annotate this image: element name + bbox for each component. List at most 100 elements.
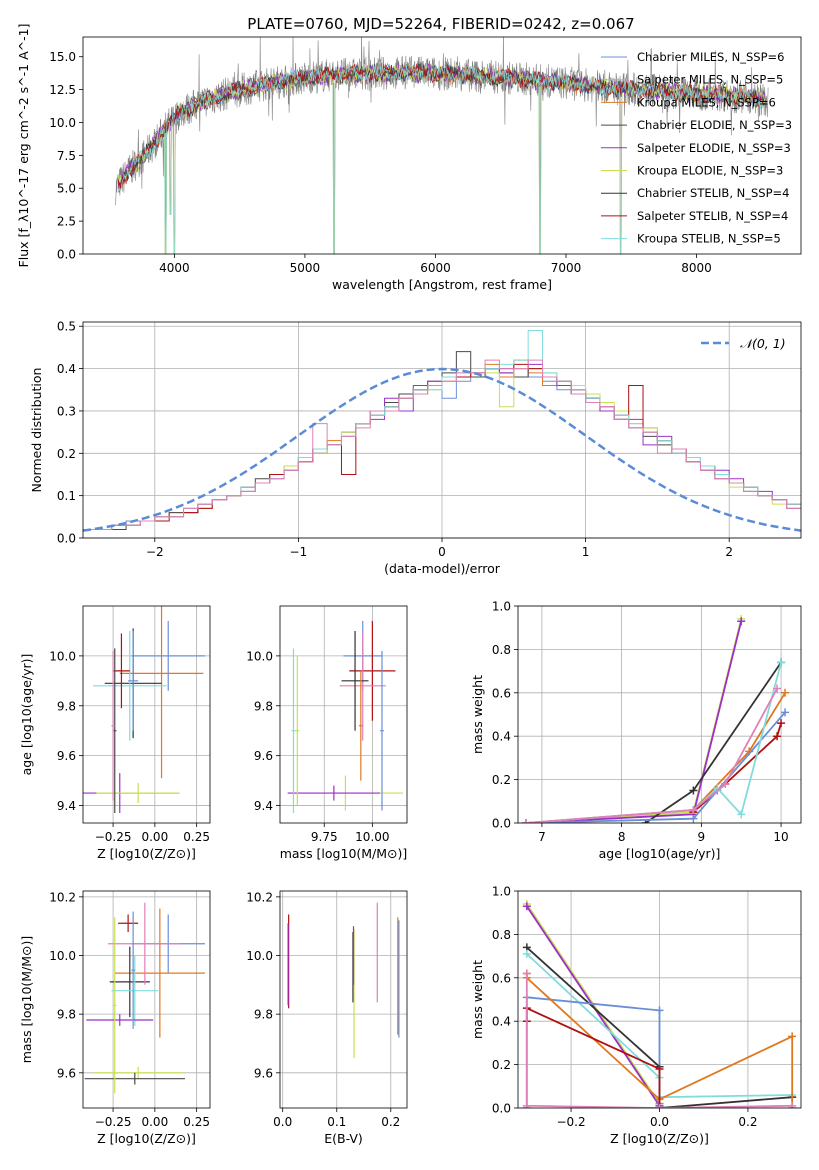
panel-mass_vs_ebv: 0.0 0.1 0.2 9.6 9.8 10.0 10.2 E(B-V) [246, 890, 408, 1146]
y-tick-label: 10.2 [246, 890, 273, 904]
y-tick-label: 0.6 [492, 686, 511, 700]
y-tick-label: 10.0 [49, 649, 76, 663]
x-tick-label: −0.2 [556, 1115, 585, 1129]
x-tick-label: 8 [618, 830, 626, 844]
weight-line-7 [525, 973, 793, 1108]
weight-marker [773, 684, 782, 693]
legend-entry: Salpeter MILES, N_SSP=5 [637, 73, 783, 87]
axis-ticks-mass_vs_ebv: 0.0 0.1 0.2 9.6 9.8 10.0 10.2 [246, 890, 400, 1129]
legend-entry: Chabrier MILES, N_SSP=6 [637, 50, 784, 64]
x-tick-label: 10 [773, 830, 788, 844]
errorbar-point-7 [295, 655, 300, 806]
errorbar-point-4 [111, 955, 159, 1026]
y-tick-label: 10.0 [246, 649, 273, 663]
weight-marker [788, 1032, 797, 1041]
errorbar-point-6 [291, 648, 296, 814]
y-tick-label: 0.1 [57, 489, 76, 503]
axis-ticks-spectrum: 4000 5000 6000 7000 8000 0.0 2.5 5.0 7.5 10.0 12.5… [49, 50, 712, 275]
y-tick-label: 0.2 [57, 447, 76, 461]
errorbar-point-2 [339, 630, 386, 741]
weight-marker [655, 1006, 664, 1015]
legend-entry: Salpeter STELIB, N_SSP=4 [637, 209, 788, 223]
histogram-series-2 [83, 351, 801, 531]
y-tick-label: 9.6 [57, 749, 76, 763]
errorbar-point-5 [108, 902, 182, 985]
y-tick-label: 0.5 [57, 320, 76, 334]
model-line-8 [117, 62, 766, 254]
errorbar-point-5 [128, 630, 139, 731]
errorbar-point-7 [96, 783, 180, 804]
axis-ticks-residuals: −2 −1 0 1 2 0.0 0.1 0.2 0.3 0.4 0.5 [57, 320, 733, 559]
errorbar-point-0 [131, 620, 205, 691]
weight-marker [781, 708, 790, 717]
x-tick-label: 10.00 [355, 830, 389, 844]
axes-frame [82, 36, 802, 255]
histogram-series-1 [83, 359, 801, 531]
y-axis-label: mass weight [470, 960, 485, 1039]
plot-area-age_vs_Z [83, 606, 205, 814]
x-axis-label: Z [log10(Z/Z⊙)] [610, 1131, 709, 1146]
x-tick-label: 7 [538, 830, 546, 844]
axis-ticks-weight_vs_Z: −0.2 0.0 0.2 0.0 0.2 0.4 0.6 0.8 1.0 [492, 885, 758, 1130]
weight-marker [689, 805, 698, 814]
y-tick-label: 0.0 [492, 1102, 511, 1116]
weight-marker [655, 1064, 664, 1073]
plot-area-age_vs_mass [287, 620, 404, 814]
errorbar-point-5 [287, 785, 381, 801]
y-axis-label: Normed distribution [29, 368, 44, 493]
y-tick-label: 0.0 [57, 532, 76, 546]
histogram-series-5 [83, 363, 801, 531]
y-tick-label: 1.0 [492, 885, 511, 899]
errorbar-point-8 [380, 650, 384, 811]
x-axis-label: mass [log10(M/M⊙)] [280, 846, 408, 861]
plot-area-mass_vs_Z [84, 902, 205, 1094]
y-tick-label: 0.8 [492, 928, 511, 942]
x-tick-label: 2 [725, 545, 733, 559]
x-tick-label: −1 [290, 545, 308, 559]
y-axis-label: Flux [f_λ10^-17 erg cm^-2 s^-1 A^-1] [16, 24, 31, 268]
y-tick-label: 10.2 [49, 890, 76, 904]
axis-ticks-age_vs_Z: −0.25 0.00 0.25 9.4 9.6 9.8 10.0 [49, 649, 210, 844]
x-axis-label: Z [log10(Z/Z⊙)] [97, 846, 196, 861]
axis-ticks-mass_vs_Z: −0.25 0.00 0.25 9.6 9.8 10.0 10.2 [49, 890, 210, 1129]
x-tick-label: 9.75 [311, 830, 338, 844]
weight-marker [655, 1104, 664, 1108]
weight-marker [777, 719, 786, 728]
y-tick-label: 0.6 [492, 971, 511, 985]
weight-line-5 [525, 711, 786, 823]
legend-entry: 𝒩(0, 1) [740, 336, 786, 351]
y-tick-label: 5.0 [57, 182, 76, 196]
plot-area-weight_vs_age [521, 615, 790, 823]
figure-title: PLATE=0760, MJD=52264, FIBERID=0242, z=0… [247, 15, 634, 33]
y-axis-label: mass [log10(M/M⊙)] [19, 936, 34, 1064]
x-tick-label: 0.2 [381, 1115, 400, 1129]
x-axis-label: E(B-V) [324, 1131, 363, 1146]
x-tick-label: −2 [146, 545, 164, 559]
y-tick-label: 10.0 [49, 949, 76, 963]
axes-frame [279, 605, 408, 824]
errorbar-point-3 [93, 630, 167, 741]
y-tick-label: 0.3 [57, 404, 76, 418]
y-tick-label: 9.6 [57, 1066, 76, 1080]
weight-line-6 [525, 662, 782, 823]
legend-entry: Kroupa ELODIE, N_SSP=3 [637, 164, 783, 178]
x-tick-label: 5000 [290, 261, 321, 275]
errorbar-point-9 [113, 917, 117, 1094]
panel-residuals: −2 −1 0 1 2 0.0 0.1 0.2 0.3 0.4 0.5 (data-model)/er… [29, 320, 802, 576]
axes-frame [82, 321, 802, 539]
panel-weight_vs_age: 7 8 9 10 0.0 0.2 0.4 0.6 0.8 1.0 age [log10(age/yr… [470, 600, 802, 861]
y-tick-label: 15.0 [49, 50, 76, 64]
x-axis-label: age [log10(age/yr)] [599, 846, 721, 861]
y-tick-label: 1.0 [492, 600, 511, 614]
y-tick-label: 0.4 [57, 362, 76, 376]
x-tick-label: 0.1 [327, 1115, 346, 1129]
panel-age_vs_mass: 9.75 10.00 9.4 9.6 9.8 10.0 mass [log10(M/M⊙)] [246, 605, 408, 861]
histogram-series-7 [83, 359, 801, 531]
plot-area-weight_vs_Z [522, 900, 797, 1108]
legend-entry: Kroupa MILES, N_SSP=6 [637, 95, 776, 109]
y-tick-label: 9.8 [57, 699, 76, 713]
y-tick-label: 12.5 [49, 83, 76, 97]
weight-line-7 [525, 688, 778, 823]
weight-marker [689, 814, 698, 823]
